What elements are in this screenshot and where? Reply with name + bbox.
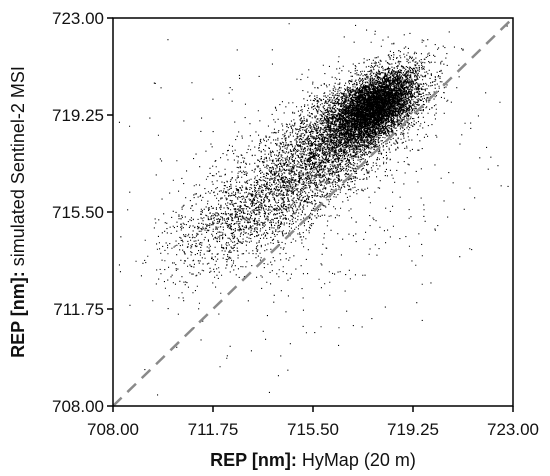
y-tick-label: 711.75	[53, 300, 104, 319]
x-axis-label: REP [nm]: HyMap (20 m)	[210, 450, 416, 470]
x-axis-label-bold: REP [nm]:	[210, 450, 297, 470]
y-axis-label-rest: simulated Sentinel-2 MSI	[8, 66, 28, 271]
x-axis-ticks: 708.00 711.75 715.50 719.25 723.00	[87, 406, 539, 439]
y-axis-label-bold: REP [nm]:	[8, 271, 28, 358]
y-tick-label: 723.00	[52, 9, 104, 28]
x-tick-label: 719.25	[387, 420, 439, 439]
x-tick-label: 723.00	[487, 420, 539, 439]
y-axis-label: REP [nm]: simulated Sentinel-2 MSI	[8, 66, 28, 358]
x-axis-label-rest: HyMap (20 m)	[297, 450, 416, 470]
x-tick-label: 715.50	[287, 420, 339, 439]
y-tick-label: 715.50	[52, 203, 104, 222]
y-tick-label: 708.00	[52, 397, 104, 416]
identity-reference-line	[112, 17, 514, 407]
y-axis-ticks: 708.00 711.75 715.50 719.25 723.00	[52, 9, 113, 416]
x-tick-label: 711.75	[188, 420, 239, 439]
x-tick-label: 708.00	[87, 420, 139, 439]
y-tick-label: 719.25	[52, 106, 104, 125]
